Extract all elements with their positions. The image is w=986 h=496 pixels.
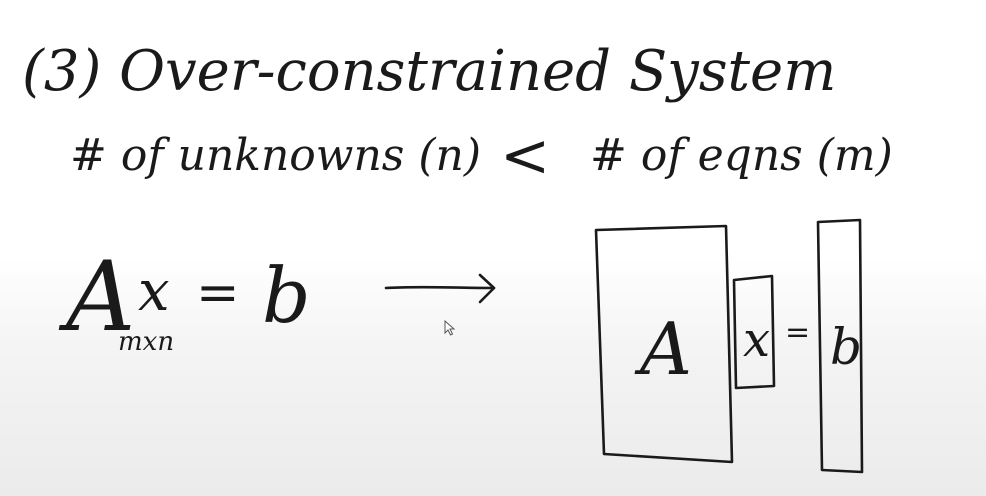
heading-text: (3) Over-constrained System: [22, 39, 836, 104]
equation-rhs-text: b: [262, 251, 311, 340]
pointer-cursor-icon: [444, 320, 456, 336]
arrow-right-icon: [384, 273, 496, 304]
rhs-block-label: b: [830, 318, 862, 376]
condition-left-text: # of unknowns (n): [70, 130, 481, 181]
rhs-block: [816, 218, 864, 474]
vector-block: [732, 274, 776, 390]
block-equals-text: =: [785, 315, 810, 350]
condition-relation-text: <: [500, 121, 550, 191]
equation-vector-text: x: [138, 259, 170, 324]
equation-equals-text: =: [196, 263, 240, 323]
matrix-block: [594, 224, 734, 464]
matrix-block-label: A: [634, 307, 692, 391]
equation-subscript-text: mxn: [118, 327, 174, 357]
condition-right-text: # of eqns (m): [590, 130, 893, 181]
vector-block-label: x: [743, 312, 770, 368]
equation-matrix-text: A: [58, 241, 135, 353]
